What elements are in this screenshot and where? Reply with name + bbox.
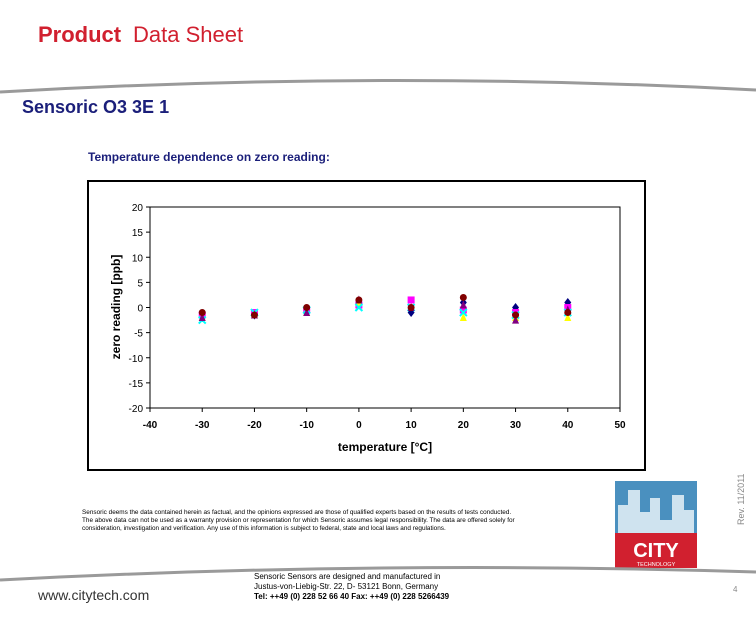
footer-line: Sensoric Sensors are designed and manufa… bbox=[254, 572, 440, 581]
url: www.citytech.com bbox=[37, 587, 149, 603]
y-tick-label: -10 bbox=[129, 354, 144, 365]
x-tick-label: 40 bbox=[562, 420, 574, 431]
point bbox=[512, 315, 520, 324]
point bbox=[459, 313, 467, 322]
point bbox=[512, 311, 520, 319]
point bbox=[564, 313, 572, 322]
brand: Product bbox=[38, 22, 122, 47]
point bbox=[303, 304, 311, 311]
point bbox=[303, 308, 311, 317]
x-tick-label: -40 bbox=[143, 420, 158, 431]
x-tick-label: -10 bbox=[299, 420, 314, 431]
x-tick-label: -30 bbox=[195, 420, 210, 431]
product-title: Sensoric O3 3E 1 bbox=[22, 97, 169, 117]
logo-name: CITY bbox=[633, 540, 679, 562]
x-tick-label: 50 bbox=[614, 420, 626, 431]
x-tick-label: 0 bbox=[356, 420, 362, 431]
point bbox=[459, 308, 468, 317]
x-tick-label: -20 bbox=[247, 420, 262, 431]
y-axis-label: zero reading [ppb] bbox=[109, 255, 123, 360]
point bbox=[459, 300, 467, 309]
y-tick-label: -15 bbox=[129, 379, 144, 390]
point bbox=[459, 306, 467, 314]
y-tick-label: 5 bbox=[137, 278, 143, 289]
divider bbox=[0, 78, 756, 94]
divider bbox=[0, 566, 756, 582]
doc-title: Data Sheet bbox=[133, 22, 243, 47]
point bbox=[250, 311, 258, 319]
revision: Rev. 11/2011 bbox=[736, 473, 746, 525]
x-tick-label: 10 bbox=[406, 420, 418, 431]
y-tick-label: 10 bbox=[132, 253, 144, 264]
point bbox=[459, 293, 467, 301]
y-tick-label: 20 bbox=[132, 203, 144, 214]
point bbox=[407, 296, 415, 304]
y-tick-label: -5 bbox=[134, 329, 143, 340]
plot-area bbox=[149, 206, 621, 409]
disclaimer-line: consideration, investigation and verific… bbox=[82, 525, 446, 532]
point bbox=[198, 309, 206, 317]
logo: CITY TECHNOLOGY bbox=[615, 481, 697, 568]
y-tick-label: 0 bbox=[137, 304, 143, 315]
logo-sub: TECHNOLOGY bbox=[637, 562, 676, 568]
footer-line: Tel: ++49 (0) 228 52 66 40 Fax: ++49 (0)… bbox=[254, 592, 450, 601]
page-number: 4 bbox=[733, 585, 738, 594]
y-tick-label: 15 bbox=[132, 228, 144, 239]
point bbox=[355, 296, 363, 304]
point bbox=[407, 304, 415, 311]
point bbox=[564, 309, 572, 317]
chart-caption: Temperature dependence on zero reading: bbox=[88, 150, 330, 164]
footer-line: Justus-von-Liebig-Str. 22, D- 53121 Bonn… bbox=[254, 582, 438, 591]
point bbox=[198, 313, 206, 322]
disclaimer-line: The above data can not be used as a warr… bbox=[82, 517, 516, 524]
x-tick-label: 20 bbox=[458, 420, 470, 431]
point bbox=[354, 303, 364, 312]
y-tick-label: -20 bbox=[129, 404, 144, 415]
x-tick-label: 30 bbox=[510, 420, 522, 431]
disclaimer-line: Sensoric deems the data contained herein… bbox=[82, 509, 511, 516]
x-axis-label: temperature [°C] bbox=[338, 440, 432, 454]
